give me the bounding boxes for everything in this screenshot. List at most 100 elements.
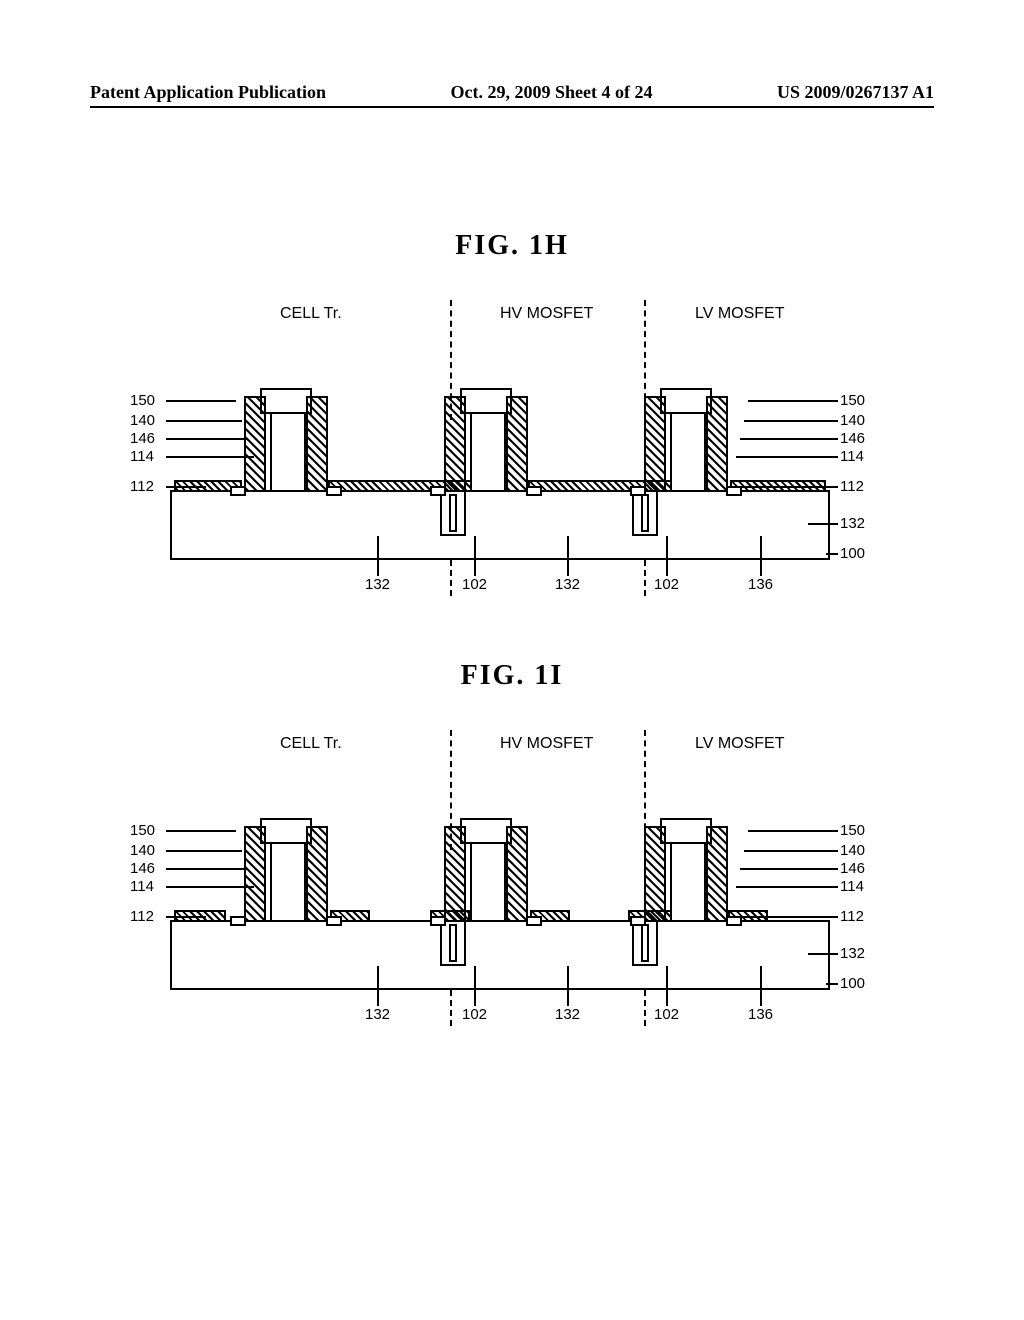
foot-114 bbox=[430, 916, 446, 926]
region-label: CELL Tr. bbox=[280, 735, 342, 753]
leader-line bbox=[474, 966, 476, 1006]
ref-label-bottom: 132 bbox=[555, 1006, 580, 1023]
leader-line bbox=[740, 868, 838, 870]
ref-label-right: 140 bbox=[840, 842, 865, 859]
spacer-146 bbox=[706, 826, 728, 922]
leader-line bbox=[808, 953, 838, 955]
leader-line bbox=[166, 830, 236, 832]
leader-line bbox=[166, 438, 248, 440]
header-rule bbox=[90, 106, 934, 108]
ref-label-left: 112 bbox=[130, 478, 154, 495]
ref-label-bottom: 136 bbox=[748, 576, 773, 593]
leader-line bbox=[826, 553, 838, 555]
leader-line bbox=[736, 886, 838, 888]
ref-label-right: 114 bbox=[840, 448, 864, 465]
leader-line bbox=[744, 850, 838, 852]
ref-label-left: 150 bbox=[130, 392, 155, 409]
spacer-146 bbox=[306, 396, 328, 492]
region-divider-lower bbox=[644, 990, 646, 1026]
spacer-146 bbox=[644, 396, 666, 492]
trench-fill bbox=[641, 494, 649, 532]
leader-line bbox=[567, 966, 569, 1006]
leader-line bbox=[732, 486, 838, 488]
ref-label-right: 112 bbox=[840, 478, 864, 495]
leader-line bbox=[732, 916, 838, 918]
leader-line bbox=[166, 916, 206, 918]
leader-line bbox=[760, 536, 762, 576]
leader-line bbox=[377, 966, 379, 1006]
leader-line bbox=[740, 438, 838, 440]
foot-114 bbox=[526, 916, 542, 926]
trench-fill bbox=[449, 494, 457, 532]
gate-cap-150 bbox=[260, 818, 312, 844]
region-label: HV MOSFET bbox=[500, 305, 593, 323]
ref-label-bottom: 102 bbox=[654, 1006, 679, 1023]
figure-title: FIG. 1H bbox=[0, 230, 1024, 262]
header-center: Oct. 29, 2009 Sheet 4 of 24 bbox=[451, 82, 653, 103]
region-label: HV MOSFET bbox=[500, 735, 593, 753]
trench-fill bbox=[641, 924, 649, 962]
ref-label-right: 132 bbox=[840, 515, 865, 532]
gate-cap-150 bbox=[460, 388, 512, 414]
foot-114 bbox=[526, 486, 542, 496]
ref-label-bottom: 102 bbox=[462, 576, 487, 593]
cross-section-diagram: CELL Tr.HV MOSFETLV MOSFET15014014611411… bbox=[150, 300, 850, 600]
leader-line bbox=[744, 420, 838, 422]
trench-fill bbox=[449, 924, 457, 962]
leader-line bbox=[748, 830, 838, 832]
leader-line bbox=[166, 886, 254, 888]
spacer-146 bbox=[444, 396, 466, 492]
foot-114 bbox=[230, 916, 246, 926]
ref-label-right: 146 bbox=[840, 430, 865, 447]
leader-line bbox=[666, 536, 668, 576]
ref-label-left: 146 bbox=[130, 860, 155, 877]
spacer-146 bbox=[244, 826, 266, 922]
ref-label-right: 140 bbox=[840, 412, 865, 429]
trench-102 bbox=[632, 920, 658, 966]
spacer-146 bbox=[706, 396, 728, 492]
ref-label-left: 114 bbox=[130, 878, 154, 895]
foot-114 bbox=[230, 486, 246, 496]
ref-label-left: 112 bbox=[130, 908, 154, 925]
foot-114 bbox=[326, 916, 342, 926]
foot-114 bbox=[630, 486, 646, 496]
spacer-146 bbox=[506, 396, 528, 492]
region-label: LV MOSFET bbox=[695, 735, 785, 753]
ref-label-right: 100 bbox=[840, 545, 865, 562]
patent-header: Patent Application Publication Oct. 29, … bbox=[0, 82, 1024, 103]
header-right: US 2009/0267137 A1 bbox=[777, 82, 934, 103]
trench-102 bbox=[440, 920, 466, 966]
substrate-100 bbox=[170, 490, 830, 560]
spacer-146 bbox=[306, 826, 328, 922]
gate-cap-150 bbox=[660, 818, 712, 844]
ref-label-right: 112 bbox=[840, 908, 864, 925]
ref-label-left: 140 bbox=[130, 842, 155, 859]
gate-cap-150 bbox=[460, 818, 512, 844]
leader-line bbox=[166, 420, 242, 422]
cross-section-diagram: CELL Tr.HV MOSFETLV MOSFET15014014611411… bbox=[150, 730, 850, 1030]
ref-label-bottom: 102 bbox=[654, 576, 679, 593]
ref-label-left: 114 bbox=[130, 448, 154, 465]
ref-label-right: 150 bbox=[840, 392, 865, 409]
leader-line bbox=[166, 868, 248, 870]
leader-line bbox=[166, 456, 254, 458]
spacer-146 bbox=[644, 826, 666, 922]
substrate-100 bbox=[170, 920, 830, 990]
ref-label-left: 150 bbox=[130, 822, 155, 839]
ref-label-right: 146 bbox=[840, 860, 865, 877]
leader-line bbox=[377, 536, 379, 576]
figure-title: FIG. 1I bbox=[0, 660, 1024, 692]
trench-102 bbox=[632, 490, 658, 536]
spacer-146 bbox=[244, 396, 266, 492]
gate-cap-150 bbox=[660, 388, 712, 414]
leader-line bbox=[474, 536, 476, 576]
ref-label-left: 140 bbox=[130, 412, 155, 429]
header-left: Patent Application Publication bbox=[90, 82, 326, 103]
ref-label-right: 132 bbox=[840, 945, 865, 962]
trench-102 bbox=[440, 490, 466, 536]
ref-label-right: 150 bbox=[840, 822, 865, 839]
region-label: LV MOSFET bbox=[695, 305, 785, 323]
leader-line bbox=[808, 523, 838, 525]
ref-label-bottom: 136 bbox=[748, 1006, 773, 1023]
leader-line bbox=[567, 536, 569, 576]
